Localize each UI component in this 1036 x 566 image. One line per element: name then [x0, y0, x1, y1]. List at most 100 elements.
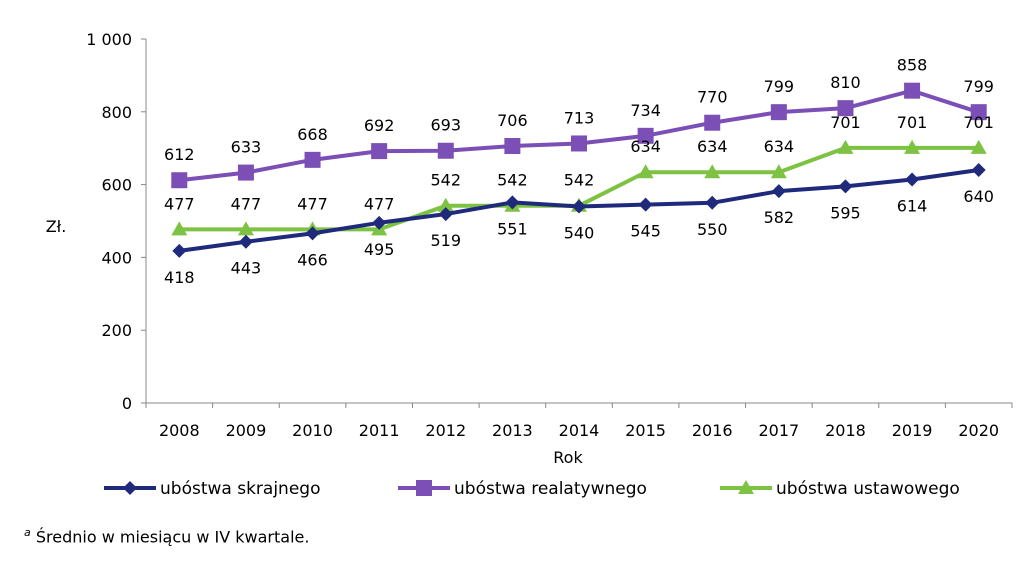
data-point-ustawowego	[437, 197, 454, 212]
data-label-skrajnego: 495	[364, 240, 395, 259]
x-tick-label: 2020	[958, 421, 999, 440]
x-tick-label: 2015	[625, 421, 666, 440]
data-label-realatywnego: 734	[630, 101, 661, 120]
x-tick-label: 2017	[758, 421, 799, 440]
x-tick-label: 2014	[559, 421, 600, 440]
y-tick-label: 400	[101, 248, 132, 267]
footnote: a Średnio w miesiącu w IV kwartale.	[24, 526, 309, 546]
data-point-ustawowego	[970, 139, 987, 154]
legend-marker-ustawowego	[738, 480, 754, 494]
data-label-ustawowego: 477	[164, 194, 195, 213]
data-point-realatywnego	[904, 82, 921, 99]
data-point-skrajnego	[238, 234, 253, 249]
data-point-ustawowego	[704, 164, 721, 179]
data-point-ustawowego	[637, 164, 654, 179]
data-label-realatywnego: 668	[297, 125, 328, 144]
x-tick-label: 2019	[892, 421, 933, 440]
data-point-skrajnego	[838, 179, 853, 194]
data-point-realatywnego	[770, 104, 787, 121]
data-point-realatywnego	[571, 135, 587, 152]
data-label-skrajnego: 550	[697, 220, 728, 239]
legend-label-skrajnego: ubóstwa skrajnego	[160, 479, 320, 499]
x-tick-label: 2008	[159, 421, 200, 440]
data-point-realatywnego	[171, 172, 188, 189]
data-label-ustawowego: 701	[830, 113, 861, 132]
data-label-realatywnego: 770	[697, 88, 728, 107]
data-label-realatywnego: 713	[564, 108, 595, 127]
footnote-text: Średnio w miesiącu w IV kwartale.	[35, 527, 310, 547]
data-label-realatywnego: 799	[963, 77, 994, 96]
data-point-skrajnego	[572, 199, 586, 214]
data-point-realatywnego	[237, 164, 254, 181]
y-tick-label: 200	[101, 321, 132, 340]
data-point-realatywnego	[970, 104, 987, 121]
data-point-skrajnego	[372, 215, 387, 230]
y-tick-label: 0	[122, 394, 132, 413]
data-label-realatywnego: 693	[430, 116, 461, 135]
data-point-ustawowego	[237, 221, 254, 236]
y-tick-label: 1 000	[86, 30, 132, 49]
data-point-realatywnego	[504, 138, 521, 155]
y-axis-label: Zł.	[46, 217, 67, 236]
data-label-ustawowego: 634	[630, 137, 661, 156]
x-tick-label: 2012	[425, 421, 466, 440]
data-point-realatywnego	[437, 142, 454, 159]
x-tick-label: 2018	[825, 421, 866, 440]
data-point-realatywnego	[837, 100, 854, 117]
data-point-ustawowego	[171, 221, 188, 236]
data-label-ustawowego: 542	[430, 171, 461, 190]
data-label-skrajnego: 519	[430, 231, 461, 250]
data-label-realatywnego: 799	[764, 77, 795, 96]
data-point-skrajnego	[705, 195, 720, 210]
data-point-skrajnego	[172, 243, 187, 258]
data-point-realatywnego	[371, 143, 388, 160]
data-label-ustawowego: 542	[497, 171, 528, 190]
legend-marker-realatywnego	[416, 480, 432, 496]
data-label-ustawowego: 477	[297, 194, 328, 213]
x-tick-label: 2011	[359, 421, 400, 440]
data-label-ustawowego: 701	[963, 113, 994, 132]
y-tick-label: 800	[101, 103, 132, 122]
data-point-ustawowego	[770, 164, 787, 179]
data-point-skrajnego	[505, 195, 520, 210]
data-point-realatywnego	[304, 151, 321, 168]
data-label-realatywnego: 810	[830, 73, 861, 92]
x-tick-label: 2009	[226, 421, 267, 440]
data-label-skrajnego: 545	[630, 222, 661, 241]
data-label-skrajnego: 614	[897, 197, 928, 216]
footnote-marker: a	[24, 526, 31, 539]
data-point-skrajnego	[305, 226, 320, 241]
data-point-skrajnego	[905, 172, 920, 187]
data-point-skrajnego	[438, 207, 453, 222]
data-point-ustawowego	[837, 139, 854, 154]
data-label-skrajnego: 466	[297, 250, 328, 269]
data-label-skrajnego: 551	[497, 219, 528, 238]
x-tick-label: 2016	[692, 421, 733, 440]
data-label-realatywnego: 858	[897, 56, 928, 75]
data-label-realatywnego: 692	[364, 116, 395, 135]
data-label-realatywnego: 612	[164, 145, 195, 164]
data-label-realatywnego: 633	[231, 138, 262, 157]
data-point-skrajnego	[638, 197, 653, 212]
data-point-realatywnego	[637, 127, 654, 144]
data-label-ustawowego: 634	[697, 137, 728, 156]
data-label-ustawowego: 701	[897, 113, 928, 132]
data-label-skrajnego: 582	[764, 208, 795, 227]
legend-label-realatywnego: ubóstwa realatywnego	[454, 479, 647, 499]
legend-label-ustawowego: ubóstwa ustawowego	[776, 479, 960, 499]
data-point-ustawowego	[904, 139, 921, 154]
x-axis-label: Rok	[553, 448, 583, 467]
data-label-skrajnego: 418	[164, 268, 195, 287]
legend-marker-skrajnego	[123, 481, 137, 495]
data-point-realatywnego	[704, 114, 721, 131]
data-point-skrajnego	[971, 163, 986, 178]
data-label-skrajnego: 540	[564, 223, 595, 242]
data-point-skrajnego	[771, 184, 786, 199]
data-label-ustawowego: 477	[364, 194, 395, 213]
x-tick-label: 2013	[492, 421, 533, 440]
data-label-realatywnego: 706	[497, 111, 528, 130]
data-label-ustawowego: 477	[231, 194, 262, 213]
y-tick-label: 600	[101, 176, 132, 195]
x-tick-label: 2010	[292, 421, 333, 440]
